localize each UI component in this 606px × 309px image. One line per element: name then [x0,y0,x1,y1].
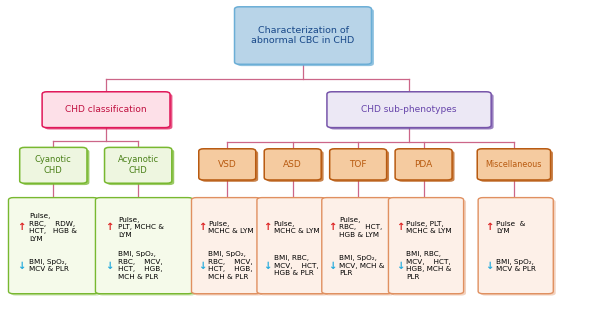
Text: Pulse,
MCHC & LYM: Pulse, MCHC & LYM [208,221,254,234]
Text: CHD classification: CHD classification [65,105,147,114]
Text: BMI, SpO₂,
MCV & PLR: BMI, SpO₂, MCV & PLR [29,259,69,273]
FancyBboxPatch shape [395,149,452,180]
FancyBboxPatch shape [398,150,454,182]
FancyBboxPatch shape [330,94,494,129]
Text: PDA: PDA [415,160,433,169]
FancyBboxPatch shape [264,149,321,180]
FancyBboxPatch shape [324,200,395,295]
Text: Pulse,
RBC,    HCT,
HGB & LYM: Pulse, RBC, HCT, HGB & LYM [339,217,382,238]
FancyBboxPatch shape [478,198,553,294]
Text: ASD: ASD [284,160,302,169]
FancyBboxPatch shape [201,150,258,182]
Text: ↑: ↑ [328,222,337,232]
FancyBboxPatch shape [95,198,193,294]
Text: ↓: ↓ [485,261,494,271]
FancyBboxPatch shape [8,198,98,294]
FancyBboxPatch shape [330,149,387,180]
Text: Pulse,
RBC,    RDW,
HCT,   HGB &
LYM: Pulse, RBC, RDW, HCT, HGB & LYM [29,213,78,242]
Text: ↑: ↑ [485,222,494,232]
FancyBboxPatch shape [199,149,256,180]
FancyBboxPatch shape [11,200,101,295]
FancyBboxPatch shape [332,150,389,182]
Text: ↑: ↑ [198,222,207,232]
Text: ↓: ↓ [328,261,337,271]
FancyBboxPatch shape [481,200,556,295]
Text: BMI, SpO₂,
MCV, MCH &
PLR: BMI, SpO₂, MCV, MCH & PLR [339,255,384,276]
FancyBboxPatch shape [237,9,374,66]
Text: ↓: ↓ [17,261,25,271]
FancyBboxPatch shape [388,198,464,294]
Text: ↑: ↑ [264,222,272,232]
Text: Miscellaneous: Miscellaneous [485,160,542,169]
Text: VSD: VSD [218,160,236,169]
FancyBboxPatch shape [98,200,195,295]
FancyBboxPatch shape [194,200,263,295]
FancyBboxPatch shape [322,198,392,294]
FancyBboxPatch shape [478,149,550,180]
FancyBboxPatch shape [104,147,172,183]
Text: Pulse,
PLT, MCHC &
LYM: Pulse, PLT, MCHC & LYM [118,217,164,238]
Text: ↓: ↓ [264,261,272,271]
FancyBboxPatch shape [44,94,172,129]
Text: ↓: ↓ [396,261,404,271]
Text: TOF: TOF [350,160,367,169]
FancyBboxPatch shape [42,92,170,128]
Text: ↑: ↑ [396,222,404,232]
FancyBboxPatch shape [235,7,371,64]
Text: ↓: ↓ [105,261,113,271]
FancyBboxPatch shape [259,200,328,295]
Text: Pulse, PLT,
MCHC & LYM: Pulse, PLT, MCHC & LYM [407,221,452,234]
FancyBboxPatch shape [327,92,491,128]
Text: Acyanotic
CHD: Acyanotic CHD [118,155,159,175]
Text: Characterization of
abnormal CBC in CHD: Characterization of abnormal CBC in CHD [251,26,355,45]
Text: ↓: ↓ [198,261,207,271]
FancyBboxPatch shape [19,147,87,183]
Text: Pulse,
MCHC & LYM: Pulse, MCHC & LYM [274,221,319,234]
FancyBboxPatch shape [480,150,553,182]
Text: BMI, SpO₂,
MCV & PLR: BMI, SpO₂, MCV & PLR [496,259,536,273]
Text: BMI, SpO₂,
RBC,    MCV,
HCT,    HGB,
MCH & PLR: BMI, SpO₂, RBC, MCV, HCT, HGB, MCH & PLR [118,252,162,280]
Text: Pulse  &
LYM: Pulse & LYM [496,221,525,234]
Text: BMI, SpO₂,
RBC,    MCV,
HCT,    HGB,
MCH & PLR: BMI, SpO₂, RBC, MCV, HCT, HGB, MCH & PLR [208,252,253,280]
FancyBboxPatch shape [22,149,90,185]
Text: CHD sub-phenotypes: CHD sub-phenotypes [361,105,457,114]
Text: BMI, RBC,
MCV,    HCT,
HGB, MCH &
PLR: BMI, RBC, MCV, HCT, HGB, MCH & PLR [407,252,451,280]
Text: ↑: ↑ [105,222,113,232]
FancyBboxPatch shape [257,198,326,294]
FancyBboxPatch shape [191,198,261,294]
FancyBboxPatch shape [391,200,466,295]
Text: BMI, RBC,
MCV,    HCT,
HGB & PLR: BMI, RBC, MCV, HCT, HGB & PLR [274,255,318,276]
Text: Cyanotic
CHD: Cyanotic CHD [35,155,72,175]
FancyBboxPatch shape [107,149,175,185]
Text: ↑: ↑ [17,222,25,232]
FancyBboxPatch shape [267,150,324,182]
